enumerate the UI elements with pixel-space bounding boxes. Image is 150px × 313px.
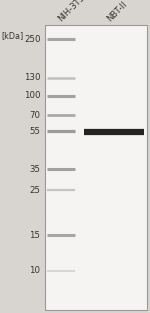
Text: [kDa]: [kDa] [2,32,24,40]
Text: 70: 70 [30,111,40,120]
Text: 25: 25 [30,186,40,195]
FancyBboxPatch shape [45,25,147,310]
Text: 10: 10 [30,266,40,275]
Text: 15: 15 [30,231,40,240]
Text: 35: 35 [30,165,40,173]
Text: NIH-3T3: NIH-3T3 [56,0,86,23]
Text: 100: 100 [24,91,40,100]
Text: 55: 55 [30,127,40,136]
Text: 130: 130 [24,73,40,82]
Text: 250: 250 [24,35,40,44]
Text: NBT-II: NBT-II [105,0,129,23]
